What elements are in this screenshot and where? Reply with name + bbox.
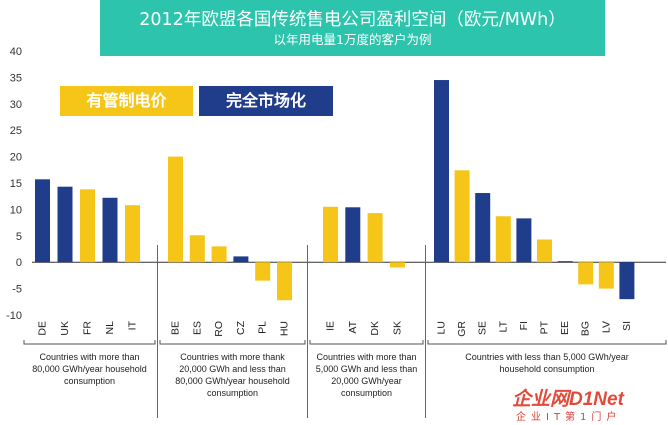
bar-sk — [389, 262, 405, 268]
bar-dk — [367, 213, 383, 263]
x-tick-label: NL — [104, 321, 116, 335]
bar-fi — [516, 218, 532, 263]
bar-gr — [454, 170, 470, 263]
y-tick-label: 40 — [10, 46, 22, 58]
y-tick-label: -10 — [6, 310, 22, 322]
group-separators — [23, 245, 667, 418]
y-tick-label: 20 — [10, 152, 22, 164]
x-tick-label: DK — [369, 321, 381, 336]
x-tick-label: PT — [539, 320, 551, 334]
title-banner: 2012年欧盟各国传统售电公司盈利空间（欧元/MWh） 以年用电量1万度的客户为… — [100, 0, 605, 56]
group-label: Countries with more thank 20,000 GWh and… — [175, 352, 290, 398]
y-tick-label: 15 — [10, 178, 22, 190]
chart-title: 2012年欧盟各国传统售电公司盈利空间（欧元/MWh） — [139, 10, 566, 30]
bar-lu — [434, 80, 449, 263]
watermark-logo-text: 企业网D1Net — [512, 389, 624, 410]
x-tick-label: SE — [477, 321, 489, 335]
x-tick-label: HU — [279, 321, 291, 336]
bar-nl — [102, 197, 118, 263]
x-tick-label: IT — [127, 320, 139, 330]
bar-bg — [578, 262, 594, 285]
x-tick-label: EE — [559, 321, 571, 335]
bar-it — [125, 205, 140, 263]
x-tick-label: PL — [257, 321, 269, 334]
x-tick-label: AT — [347, 320, 359, 333]
x-tick-label: LU — [436, 321, 448, 334]
bar-uk — [57, 186, 73, 263]
bars — [35, 80, 635, 301]
group-bracket — [427, 340, 667, 345]
bar-cz — [233, 256, 249, 263]
y-tick-label: 5 — [16, 231, 22, 243]
bar-at — [345, 207, 361, 263]
bar-de — [35, 179, 50, 263]
x-tick-label: BG — [580, 321, 592, 336]
x-tick-label: LV — [600, 321, 612, 333]
group-label: Countries with more than 80,000 GWh/year… — [32, 352, 147, 386]
x-tick-label: BE — [170, 321, 182, 335]
x-tick-label: GR — [456, 321, 468, 337]
watermark-tagline: 企业IT第1门户 — [516, 412, 622, 423]
group-bracket — [309, 340, 424, 345]
y-tick-label: 30 — [10, 99, 22, 111]
x-tick-label: RO — [213, 321, 225, 337]
x-tick-label: CZ — [235, 320, 247, 335]
y-tick-label: 0 — [16, 257, 22, 269]
x-tick-label: SI — [621, 321, 633, 331]
group-label: Countries with more than 5,000 GWh and l… — [315, 352, 418, 398]
bar-si — [619, 262, 635, 300]
bar-pt — [537, 239, 552, 263]
x-tick-labels: DE UK FR NL IT BE ES RO CZ PL HU IE AT DK SK LU GR SE LT FI… — [37, 320, 633, 336]
x-tick-label: LT — [497, 320, 509, 332]
bar-be — [168, 156, 183, 263]
bar-hu — [277, 262, 292, 301]
bar-ie — [323, 206, 338, 263]
y-tick-label: 25 — [10, 125, 22, 137]
bar-lt — [495, 216, 511, 263]
group-bracket — [23, 340, 156, 345]
group-label: Countries with less than 5,000 GWh/year … — [465, 352, 629, 374]
x-tick-label: UK — [59, 321, 71, 336]
legend-item-market: 完全市场化 — [199, 86, 333, 116]
x-tick-label: ES — [191, 321, 203, 335]
x-tick-label: FI — [518, 321, 530, 330]
y-tick-label: -5 — [12, 284, 22, 296]
bar-lv — [598, 262, 614, 289]
bar-pl — [255, 262, 271, 281]
bar-se — [475, 193, 491, 263]
y-tick-label: 10 — [10, 204, 22, 216]
bar-fr — [80, 189, 95, 263]
y-tick-label: 35 — [10, 72, 22, 84]
x-tick-label: DE — [37, 321, 49, 336]
x-tick-label: IE — [325, 321, 337, 331]
bar-ro — [211, 246, 227, 263]
chart-subtitle: 以年用电量1万度的客户为例 — [273, 32, 432, 47]
group-bracket — [159, 340, 306, 345]
bar-es — [189, 235, 205, 263]
bar-ee — [557, 261, 573, 263]
x-tick-label: SK — [391, 321, 403, 335]
x-tick-label: FR — [82, 321, 94, 335]
legend-item-regulated: 有管制电价 — [60, 86, 193, 116]
watermark-logo: 企业网D1Net 企业IT第1门户 — [512, 384, 664, 424]
y-axis: -10 -5 0 5 10 15 20 25 30 35 40 — [6, 46, 666, 322]
